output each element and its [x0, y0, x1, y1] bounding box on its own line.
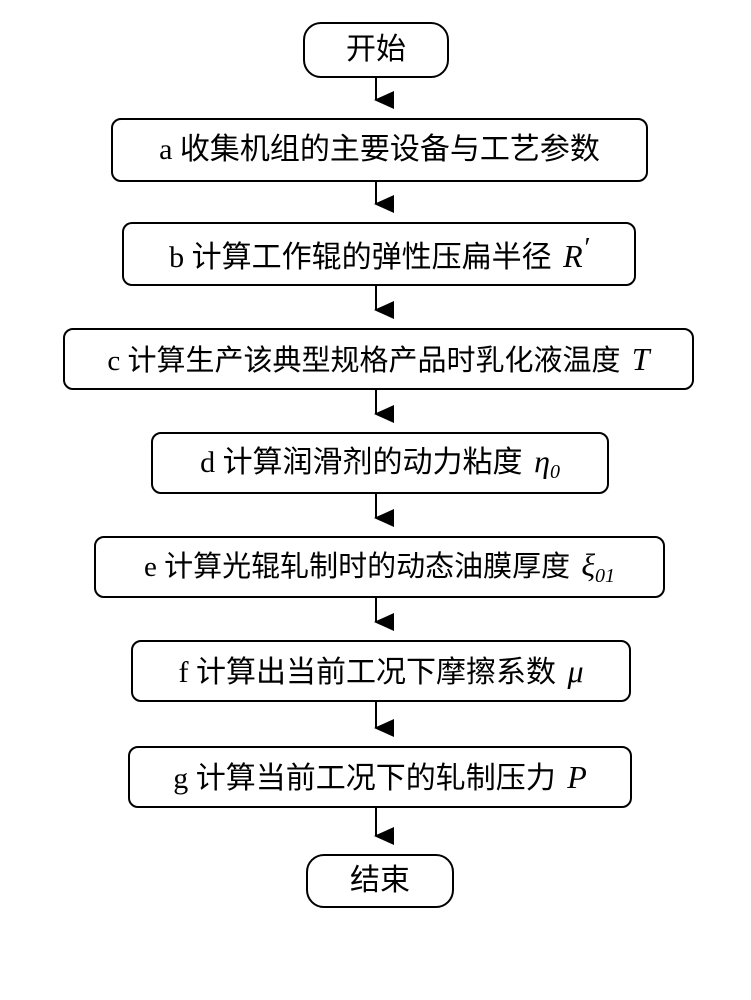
arrows-layer [0, 0, 751, 1000]
flowchart-canvas: 开始 a 收集机组的主要设备与工艺参数 b 计算工作辊的弹性压扁半径 R′ c … [0, 0, 751, 1000]
